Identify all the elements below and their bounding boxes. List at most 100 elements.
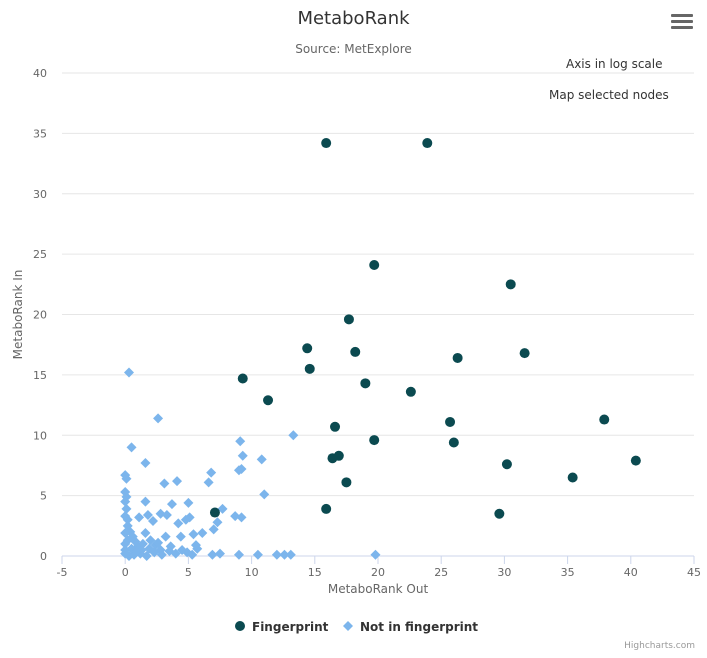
fingerprint-point [369,259,380,270]
not-in-fingerprint-point [121,503,132,514]
not-in-fingerprint-point [153,413,164,424]
credits-link[interactable]: Highcharts.com [624,641,695,651]
fingerprint-point [350,346,361,357]
fingerprint-point [519,348,530,359]
y-tick-label: 25 [33,248,47,261]
not-in-fingerprint-point [126,442,137,453]
fingerprint-point [501,459,512,470]
not-in-fingerprint-point [148,515,159,526]
not-in-fingerprint-point [230,511,241,522]
not-in-fingerprint-point [123,367,134,378]
not-in-fingerprint-point [121,473,132,484]
fingerprint-point [567,472,578,483]
fingerprint-point [445,416,456,427]
fingerprint-point [448,437,459,448]
fingerprint-point [452,352,463,363]
axis-log-scale-button[interactable]: Axis in log scale [566,57,663,71]
not-in-fingerprint-point [252,549,263,560]
fingerprint-point [369,435,380,446]
y-tick-label: 35 [33,127,47,140]
y-axis-title: MetaboRank In [11,270,25,360]
not-in-fingerprint-point [197,528,208,539]
fingerprint-point [209,507,220,518]
y-tick-label: 10 [33,429,47,442]
not-in-fingerprint-point [122,514,133,525]
not-in-fingerprint-point [144,543,155,554]
not-in-fingerprint-point [120,496,131,507]
fingerprint-point [321,503,332,514]
not-in-fingerprint-point [188,529,199,540]
fingerprint-point [505,279,516,290]
fingerprint-point [237,373,248,384]
x-tick-label: 0 [122,566,129,579]
x-tick-label: 20 [371,566,385,579]
not-in-fingerprint-point [164,546,175,557]
not-in-fingerprint-point [285,549,296,560]
x-tick-label: -5 [57,566,68,579]
fingerprint-point [333,450,344,461]
not-in-fingerprint-point [288,430,299,441]
y-tick-label: 15 [33,369,47,382]
not-in-fingerprint-point [184,512,195,523]
x-tick-label: 25 [434,566,448,579]
not-in-fingerprint-point [237,450,248,461]
not-in-fingerprint-point [134,512,145,523]
not-in-fingerprint-point [161,509,172,520]
not-in-fingerprint-point [212,517,223,528]
not-in-fingerprint-point [175,531,186,542]
not-in-fingerprint-point [271,549,282,560]
not-in-fingerprint-point [173,518,184,529]
not-in-fingerprint-point [259,489,270,500]
y-tick-label: 30 [33,188,47,201]
not-in-fingerprint-point [131,546,142,557]
not-in-fingerprint-point [140,528,151,539]
not-in-fingerprint-point [137,538,148,549]
not-in-fingerprint-point [159,478,170,489]
not-in-fingerprint-point [215,548,225,559]
not-in-fingerprint-point [156,549,167,560]
fingerprint-point [304,363,315,374]
x-axis-title: MetaboRank Out [328,582,429,596]
fingerprint-point [302,343,313,354]
not-in-fingerprint-point [122,535,133,546]
not-in-fingerprint-point [203,477,214,488]
chart-subtitle: Source: MetExplore [295,42,412,56]
not-in-fingerprint-point [142,509,153,520]
not-in-fingerprint-point [183,497,194,508]
not-in-fingerprint-point [160,531,171,542]
x-tick-label: 15 [308,566,322,579]
not-in-fingerprint-point [256,454,267,465]
map-selected-nodes-button[interactable]: Map selected nodes [549,88,669,102]
not-in-fingerprint-point [207,549,218,560]
x-tick-label: 40 [624,566,638,579]
not-in-fingerprint-point [370,549,381,560]
not-in-fingerprint-point [236,512,247,523]
fingerprint-point [341,477,352,488]
not-in-fingerprint-point [190,540,201,551]
not-in-fingerprint-point [155,508,166,519]
not-in-fingerprint-point [172,476,183,487]
fingerprint-point [321,138,332,149]
fingerprint-point [494,508,505,519]
x-tick-label: 5 [185,566,192,579]
x-tick-label: 10 [245,566,259,579]
x-tick-label: 45 [687,566,701,579]
y-tick-label: 5 [40,490,47,503]
y-tick-label: 20 [33,309,47,322]
fingerprint-point [422,138,433,149]
legend-item-label[interactable]: Fingerprint [252,620,329,634]
legend-not-in-fingerprint-marker [343,621,353,631]
not-in-fingerprint-point [140,458,151,469]
context-menu-icon[interactable] [671,14,693,32]
fingerprint-point [599,414,610,425]
not-in-fingerprint-point [217,503,228,514]
legend-item-label[interactable]: Not in fingerprint [360,620,478,634]
not-in-fingerprint-point [140,496,151,507]
not-in-fingerprint-point [166,499,177,510]
x-tick-label: 30 [497,566,511,579]
not-in-fingerprint-point [206,467,217,478]
not-in-fingerprint-point [235,436,246,447]
not-in-fingerprint-point [233,549,244,560]
y-tick-label: 40 [33,67,47,80]
